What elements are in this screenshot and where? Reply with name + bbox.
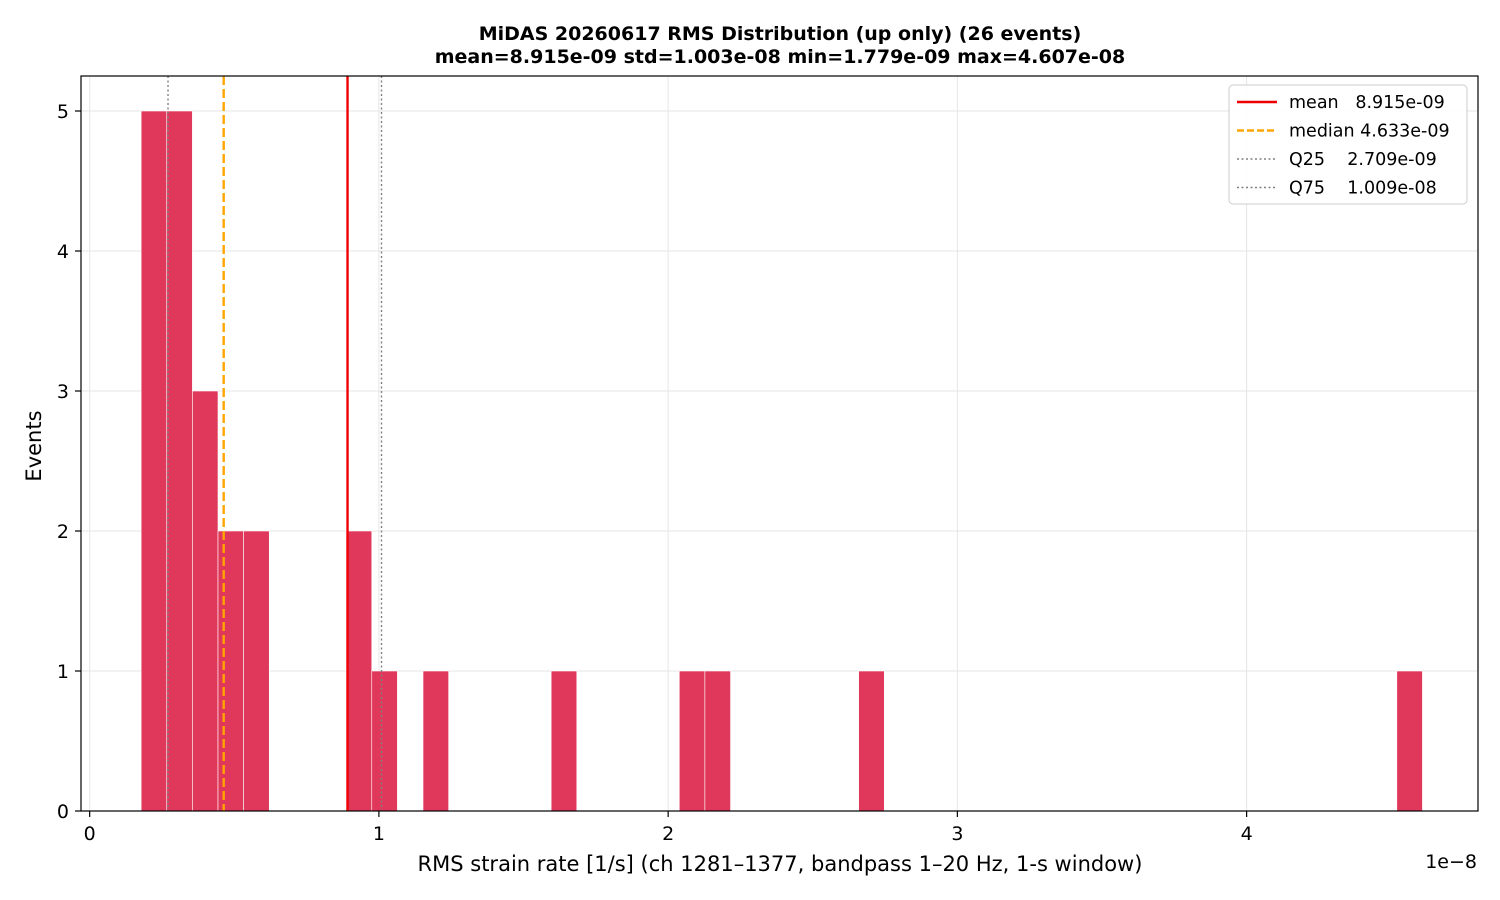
y-axis-ticks: 0 1 2 3 4 5 — [57, 101, 81, 823]
legend-label-median: median 4.633e-09 — [1289, 122, 1450, 142]
histogram-bar — [858, 670, 885, 812]
legend: mean 8.915e-09 median 4.633e-09 Q25 2.709e… — [1228, 84, 1468, 205]
x-axis-offset-label: 1e−8 — [1425, 851, 1477, 873]
x-axis-ticks: 0 1 2 3 4 — [84, 811, 1253, 845]
x-tick-label: 4 — [1241, 823, 1253, 845]
y-axis-label: Events — [22, 410, 46, 481]
legend-label-q25: Q25 2.709e-09 — [1289, 150, 1437, 170]
histogram-bar — [140, 110, 168, 812]
histogram-bar — [550, 670, 578, 812]
chart-subtitle: mean=8.915e-09 std=1.003e-08 min=1.779e-… — [435, 46, 1126, 68]
histogram-bar — [1396, 670, 1423, 812]
legend-box — [1228, 84, 1468, 205]
x-tick-label: 2 — [662, 823, 674, 845]
histogram-bar — [371, 670, 398, 812]
histogram-bar — [192, 390, 219, 812]
x-axis-label: RMS strain rate [1/s] (ch 1281–1377, ban… — [418, 852, 1143, 876]
y-tick-label: 4 — [57, 241, 69, 263]
y-tick-label: 1 — [57, 661, 69, 683]
histogram-bars — [140, 110, 1423, 812]
histogram-bar — [217, 530, 244, 812]
x-tick-label: 1 — [373, 823, 385, 845]
y-tick-label: 0 — [57, 801, 69, 823]
y-tick-label: 3 — [57, 381, 69, 403]
y-tick-label: 5 — [57, 101, 69, 123]
histogram-bar — [345, 530, 373, 812]
legend-label-q75: Q75 1.009e-08 — [1289, 179, 1437, 199]
plot-frame — [80, 75, 1479, 812]
reference-lines — [167, 76, 383, 811]
histogram-bar — [243, 530, 270, 812]
histogram-bar — [678, 670, 706, 812]
chart-title: MiDAS 20260617 RMS Distribution (up only… — [479, 23, 1082, 45]
x-tick-label: 3 — [951, 823, 963, 845]
histogram-bar — [704, 670, 731, 812]
y-tick-label: 2 — [57, 521, 69, 543]
legend-label-mean: mean 8.915e-09 — [1289, 93, 1445, 113]
histogram-bar — [166, 110, 193, 812]
histogram-bar — [422, 670, 449, 812]
x-tick-label: 0 — [84, 823, 96, 845]
